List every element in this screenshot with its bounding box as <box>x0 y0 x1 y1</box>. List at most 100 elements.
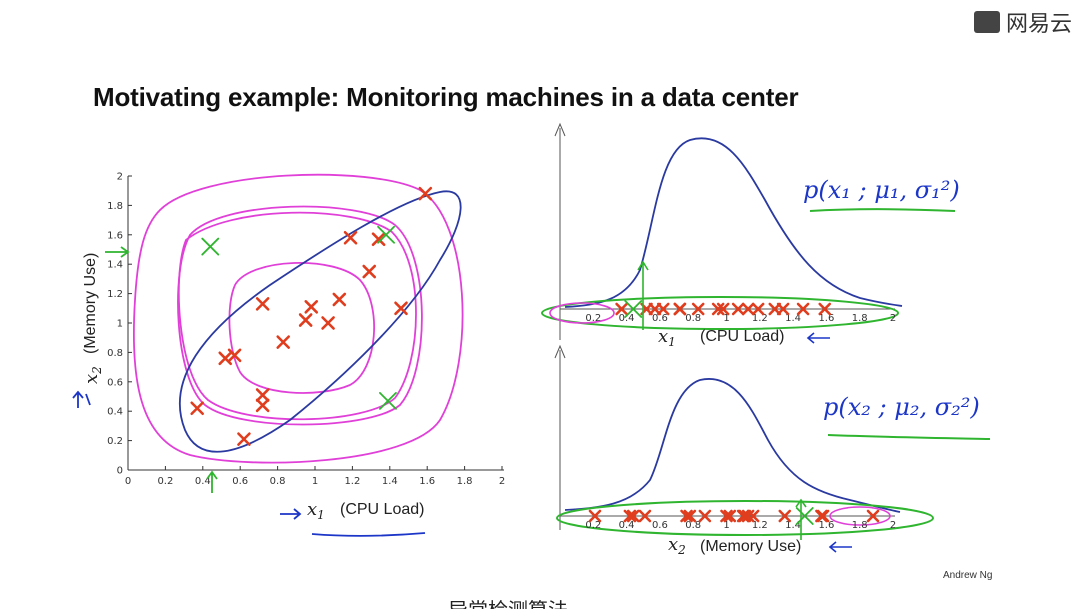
scatter-y-tick-label: 1 <box>117 319 123 330</box>
hist1-y-arrow-icon <box>554 122 566 137</box>
hist2-tick-label: 1.2 <box>752 520 768 531</box>
hist1-green-ellipse <box>541 296 899 330</box>
scatter-point-marker <box>371 232 386 247</box>
scatter-y-tick-label: 1.6 <box>107 230 123 241</box>
hist1-tick-label: 0.4 <box>619 313 635 324</box>
scatter-x-tick-label: 0 <box>125 476 131 487</box>
scatter-ylabel-text: (Memory Use) <box>82 253 99 354</box>
hist1-tick-label: 1.2 <box>752 313 768 324</box>
hist2-y-arrow-icon <box>554 344 566 359</box>
hist2-point-marker <box>866 509 880 523</box>
hist2-anomaly-marker <box>795 507 814 525</box>
scatter-x-tick-label: 1.6 <box>419 476 435 487</box>
hist2-tick-label: 1.8 <box>852 520 868 531</box>
slide-title: Motivating example: Monitoring machines … <box>93 82 799 112</box>
hist1-tick-label: 1.6 <box>818 313 834 324</box>
x1-density-plot: 0.2 0.4 0.6 0.8 1 1.2 1.4 1.6 1.8 2 x1 (CPU Load)… <box>541 122 960 349</box>
brand-name: 网易云 <box>1005 11 1072 36</box>
hist2-tick-label: 0.4 <box>619 520 635 531</box>
scatter-y-tick-label: 0.8 <box>107 348 123 359</box>
scatter-point-marker <box>332 292 347 307</box>
scatter-y-tick-label: 2 <box>117 172 123 183</box>
hist1-ticks: 0.2 0.4 0.6 0.8 1 1.2 1.4 1.6 1.8 2 <box>585 313 896 324</box>
underline-stroke <box>311 532 426 537</box>
hist2-gaussian-curve <box>564 378 901 513</box>
x2-density-plot: 0.2 0.4 0.6 0.8 1 1.2 1.4 1.6 1.8 2 x2 (Memory Us… <box>554 344 991 557</box>
scatter-point-marker <box>304 300 319 314</box>
scatter-y-tick-label: 1.8 <box>107 201 123 212</box>
hist1-point-marker <box>615 302 628 316</box>
scatter-point-marker <box>394 301 408 316</box>
hist1-magenta-ellipse <box>549 302 615 324</box>
scatter-anomaly-marker <box>201 237 220 256</box>
green-arrow-icon <box>105 246 130 258</box>
hist1-tick-label: 1.8 <box>852 313 868 324</box>
author-credit: Andrew Ng <box>943 570 993 581</box>
scatter-point-marker <box>418 186 433 201</box>
hist1-point-marker <box>673 302 687 316</box>
scatter-point-marker <box>321 316 335 330</box>
hist2-green-ellipse <box>556 500 934 536</box>
contour-inner <box>228 261 376 394</box>
scatter-y-tick-label: 0 <box>117 466 123 477</box>
scatter-plot: 0 0.2 0.4 0.6 0.8 1 1.2 1.4 1.6 1.8 2 0 0.2 0.4 0.6 0.… <box>72 172 505 537</box>
hist1-blue-arrow-icon <box>806 332 830 344</box>
scatter-x-tick-label: 0.6 <box>232 476 248 487</box>
hist2-point-marker <box>680 509 693 523</box>
hist2-xlabel-text: (Memory Use) <box>700 538 801 555</box>
hist1-tick-label: 1.4 <box>785 313 801 324</box>
hist2-tick-label: 1 <box>723 520 729 531</box>
video-subtitle: 异常检测算法 <box>448 594 568 609</box>
scatter-anomaly-marker <box>377 225 395 244</box>
scatter-y-tick-label: 0.6 <box>107 377 123 388</box>
scatter-points <box>190 186 433 446</box>
green-arrow-icon <box>206 470 218 493</box>
hist2-point-marker <box>698 509 712 523</box>
scatter-point-marker <box>343 230 358 245</box>
hist2-ticks: 0.2 0.4 0.6 0.8 1 1.2 1.4 1.6 1.8 2 <box>585 520 896 531</box>
hist2-tick-label: 1.4 <box>785 520 801 531</box>
hist1-anomalies <box>624 300 643 318</box>
scatter-y-tick-label: 1.4 <box>107 260 123 271</box>
hist2-annotation-underline <box>827 434 991 440</box>
scatter-x-tick-label: 0.2 <box>157 476 173 487</box>
scatter-anomaly-marker <box>379 392 397 410</box>
hist1-tick-label: 0.2 <box>585 313 601 324</box>
hist1-annotation: p(x₁ ; μ₁, σ₁²) <box>803 176 960 204</box>
hist2-points <box>588 509 880 523</box>
hist1-tick-label: 1 <box>723 313 729 324</box>
scatter-point-marker <box>255 388 270 402</box>
blue-arrow-icon <box>280 508 302 520</box>
scatter-x-tick-label: 0.8 <box>270 476 286 487</box>
scatter-y-tick-label: 1.2 <box>107 289 123 300</box>
hist2-anomalies <box>795 507 814 525</box>
scatter-point-marker <box>298 313 313 327</box>
hist2-point-marker <box>720 509 733 523</box>
scatter-x-tick-label: 1 <box>312 476 318 487</box>
scatter-point-marker <box>276 335 291 349</box>
scatter-x-tick-label: 1.8 <box>457 476 473 487</box>
scatter-x-ticks: 0 0.2 0.4 0.6 0.8 1 1.2 1.4 1.6 1.8 2 <box>125 466 505 487</box>
hist1-tick-label: 2 <box>890 313 896 324</box>
scatter-x-tick-label: 0.4 <box>195 476 211 487</box>
scatter-point-marker <box>237 432 251 446</box>
hist1-anomaly-marker <box>624 300 643 318</box>
hist2-point-marker <box>816 509 830 523</box>
contour-outer <box>132 173 464 464</box>
hist1-point-marker <box>716 302 730 316</box>
hist2-annotation: p(x₂ ; μ₂, σ₂²) <box>823 393 980 421</box>
hist1-green-arrow-icon <box>637 260 649 330</box>
scatter-xlabel-text: (CPU Load) <box>340 501 424 518</box>
scatter-y-tick-label: 0.4 <box>107 407 123 418</box>
magenta-contours <box>132 173 464 464</box>
hist2-point-marker <box>638 509 652 523</box>
hist2-blue-arrow-icon <box>828 541 852 553</box>
scatter-point-marker <box>255 297 270 311</box>
scatter-ylabel: x2 (Memory Use) <box>81 253 104 384</box>
hist1-point-marker <box>691 302 705 316</box>
hist2-tick-label: 0.2 <box>585 520 601 531</box>
hist1-point-marker <box>796 302 810 316</box>
scatter-y-ticks: 0 0.2 0.4 0.6 0.8 1 1.2 1.4 1.6 1.8 2 <box>107 172 132 477</box>
blue-ellipse <box>179 190 462 453</box>
